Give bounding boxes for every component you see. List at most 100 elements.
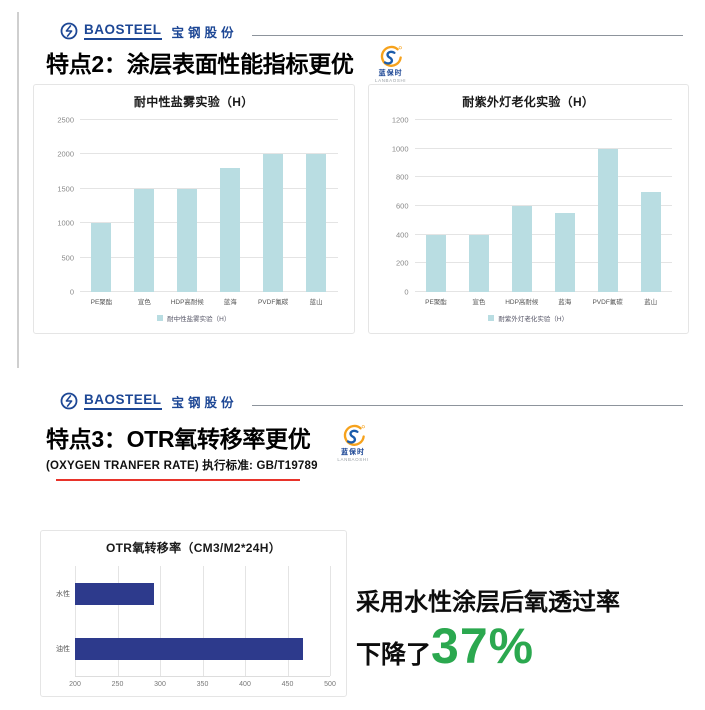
bars: 水性 油性 [56, 566, 330, 676]
gridline [117, 566, 119, 676]
bar [91, 223, 112, 292]
y-tick-label: 400 [395, 230, 409, 240]
y-tick-label: 1500 [57, 184, 74, 194]
bar [468, 234, 489, 292]
x-tick-label: 450 [281, 681, 294, 688]
bar-slot [543, 120, 586, 292]
gridline [330, 566, 331, 676]
legend-label: 耐紫外灯老化实验（H） [498, 316, 569, 323]
y-tick-label: 500 [61, 253, 74, 263]
gridline [80, 119, 338, 120]
bar-slot [80, 120, 123, 292]
gridline [414, 147, 672, 149]
bar-slot [166, 120, 209, 292]
bar [263, 154, 284, 292]
y-tick-label: 1200 [391, 115, 409, 125]
chart-title: OTR氧转移率（CM3/M2*24H） [105, 541, 282, 555]
red-underline [56, 479, 300, 481]
gridline [80, 256, 338, 258]
x-category-label: 蓝山 [644, 299, 658, 306]
bars [415, 120, 673, 292]
feature2-title-row: 特点2：涂层表面性能指标更优 蓝保时 LANBAOSHI [46, 45, 414, 83]
lanbaoshi-logo: 蓝保时 LANBAOSHI [330, 424, 376, 462]
y-tick-label: 0 [69, 287, 74, 297]
bar [177, 188, 198, 292]
x-category-label: 蓝山 [309, 299, 323, 306]
chart-title: 耐紫外灯老化实验（H） [462, 95, 595, 109]
lanbaoshi-en-label: LANBAOSHI [375, 77, 407, 83]
x-category-label: PE聚酯 [90, 299, 113, 306]
gridline [414, 291, 672, 292]
legend: 耐中性盐雾实验（H） [34, 313, 354, 323]
gridline [245, 566, 246, 676]
x-category-label: 蓝海 [223, 299, 237, 306]
baosteel-cn-name: 宝钢股份 [171, 395, 238, 410]
legend-swatch [157, 315, 164, 321]
bar-row: 水性 [56, 577, 330, 611]
brand-header: BAOSTEEL 宝钢股份 [60, 20, 683, 42]
y-tick-label: 1000 [57, 218, 74, 228]
y-category-label: 水性 [56, 590, 70, 598]
gridline [287, 566, 289, 676]
bar-slot [123, 120, 166, 292]
slide-left-border [17, 12, 19, 368]
bar [220, 168, 241, 292]
bars [80, 120, 338, 292]
lanbaoshi-swirl-icon [380, 45, 402, 67]
legend-label: 耐中性盐雾实验（H） [167, 316, 231, 323]
lanbaoshi-cn-label: 蓝保时 [378, 70, 403, 77]
gridline [80, 291, 338, 292]
x-tick-label: 250 [111, 681, 124, 688]
bar-row: 油性 [56, 632, 330, 666]
y-tick-label: 2500 [57, 115, 74, 125]
bar [75, 582, 155, 605]
callout-line2: 下降了 37% [356, 618, 701, 674]
x-axis: PE聚酯 宣色 HDP高耐候 蓝海 PVDF氟碳 蓝山 [80, 296, 338, 306]
gridline [160, 566, 161, 676]
x-tick-label: 400 [239, 681, 251, 688]
bar-slot [500, 120, 543, 292]
baosteel-cn-name: 宝钢股份 [171, 25, 238, 40]
x-category-label: PVDF氟碳 [257, 299, 289, 306]
bar [597, 148, 618, 292]
bar-slot [295, 120, 338, 292]
chart-otr: OTR氧转移率（CM3/M2*24H） 水性 油性 200 250 300 350 400 45… [40, 530, 347, 697]
bar-slot [586, 120, 629, 292]
y-tick-label: 0 [404, 287, 409, 297]
baosteel-wordmark: BAOSTEEL [84, 22, 162, 40]
chart-uv-aging: 耐紫外灯老化实验（H） 0 200 400 600 800 1000 1200 PE聚酯 宣色 HD… [367, 84, 689, 334]
feature3-title-block: 特点3：OTR氧转移率更优 (OXYGEN TRANFER RATE) 执行标准… [46, 420, 318, 481]
otr-callout: 采用水性涂层后氧透过率 下降了 37% [356, 582, 701, 671]
plot-area: 0 500 1000 1500 2000 2500 [57, 116, 338, 297]
gridline [202, 566, 204, 676]
y-tick-label: 1000 [391, 144, 409, 154]
brand-header: BAOSTEEL 宝钢股份 [60, 390, 683, 412]
header-rule [251, 404, 683, 406]
gridline [414, 262, 672, 264]
gridline [414, 119, 672, 120]
bar-slot [629, 120, 672, 292]
bar [306, 154, 327, 292]
header-rule [251, 34, 683, 36]
plot-area: 0 200 400 600 800 1000 1200 [392, 116, 673, 297]
callout-percent: 37% [431, 618, 535, 674]
y-category-label: 油性 [56, 645, 70, 653]
legend-swatch [488, 315, 495, 321]
y-tick-label: 2000 [57, 149, 74, 159]
x-tick-label: 350 [196, 681, 209, 688]
x-tick-label: 300 [154, 681, 166, 688]
bar-slot [252, 120, 295, 292]
lanbaoshi-cn-label: 蓝保时 [341, 449, 365, 456]
bar [640, 191, 661, 292]
feature2-title: 特点2：涂层表面性能指标更优 [46, 51, 354, 77]
x-category-label: HDP高耐候 [505, 299, 539, 306]
bar [511, 206, 532, 292]
bar [75, 637, 303, 660]
baosteel-wordmark: BAOSTEEL [84, 392, 162, 410]
feature3-title: 特点3：OTR氧转移率更优 [46, 426, 311, 452]
plot-area: 水性 油性 [56, 566, 331, 677]
x-category-label: PVDF氟碳 [592, 299, 623, 306]
callout-line1: 采用水性涂层后氧透过率 [356, 589, 620, 616]
gridline [414, 176, 672, 178]
